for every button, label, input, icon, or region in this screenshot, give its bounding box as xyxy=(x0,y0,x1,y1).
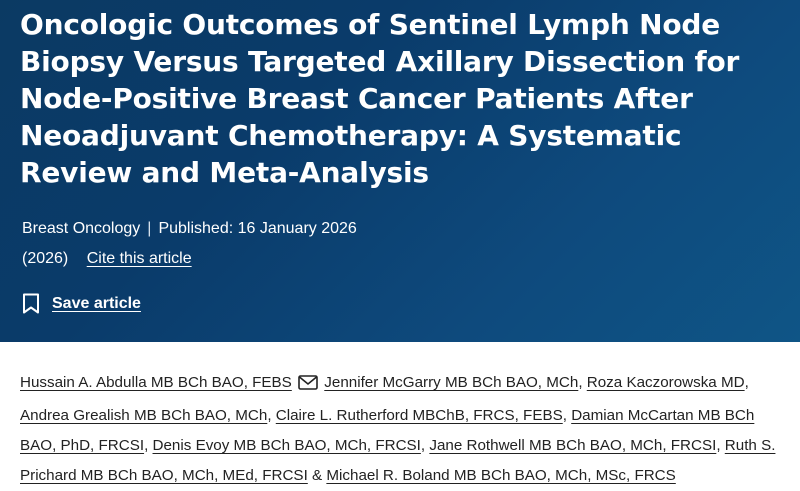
author-link[interactable]: Andrea Grealish MB BCh BAO, MCh xyxy=(20,407,268,424)
author-link[interactable]: Claire L. Rutherford MBChB, FRCS, FEBS xyxy=(275,407,563,424)
article-meta-2: (2026) Cite this article xyxy=(22,249,192,269)
author-link[interactable]: Jane Rothwell MB BCh BAO, MCh, FRCSI xyxy=(429,437,717,454)
author-link[interactable]: Jennifer McGarry MB BCh BAO, MCh xyxy=(324,374,579,391)
author-link[interactable]: Roza Kaczorowska MD xyxy=(586,374,745,391)
author-link[interactable]: Hussain A. Abdulla MB BCh BAO, FEBS xyxy=(20,374,292,391)
author-list: Hussain A. Abdulla MB BCh BAO, FEBS Jenn… xyxy=(20,368,780,491)
bookmark-icon xyxy=(23,293,39,314)
article-title: Oncologic Outcomes of Sentinel Lymph Nod… xyxy=(20,8,740,189)
published-date: Published: 16 January 2026 xyxy=(158,220,357,237)
mail-icon[interactable] xyxy=(298,371,318,401)
journal-name: Breast Oncology xyxy=(22,220,141,237)
article-year: (2026) xyxy=(22,250,69,267)
article-header: Oncologic Outcomes of Sentinel Lymph Nod… xyxy=(0,0,800,342)
author-link[interactable]: Michael R. Boland MB BCh BAO, MCh, MSc, … xyxy=(326,467,676,484)
save-article-button[interactable]: Save article xyxy=(22,293,141,314)
cite-article-link[interactable]: Cite this article xyxy=(86,250,192,267)
article-meta: Breast Oncology | Published: 16 January 20… xyxy=(22,219,357,239)
author-link[interactable]: Damian McCartan MB BCh BAO, PhD, FRCSI xyxy=(20,407,755,454)
author-link[interactable]: Ruth S. Prichard MB BCh BAO, MCh, MEd, F… xyxy=(20,437,776,484)
author-link[interactable]: Denis Evoy MB BCh BAO, MCh, FRCSI xyxy=(152,437,421,454)
save-article-label[interactable]: Save article xyxy=(52,294,141,312)
meta-separator: | xyxy=(147,220,152,237)
